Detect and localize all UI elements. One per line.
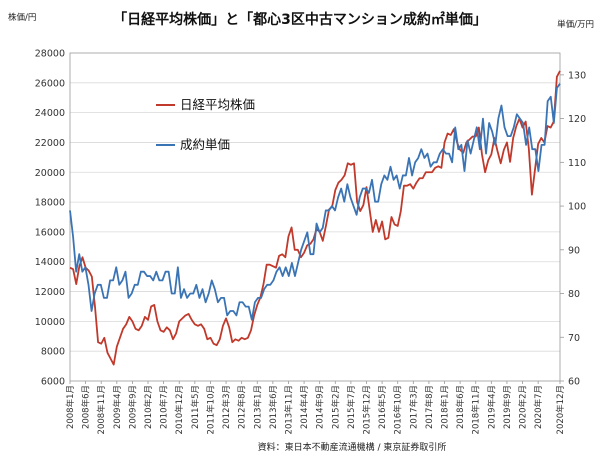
x-tick-label: 2008年1月 <box>65 385 76 429</box>
y-right-tick-label: 80 <box>568 289 580 300</box>
y-right-tick-label: 100 <box>568 202 586 213</box>
legend-label-nikkei: 日経平均株価 <box>180 97 255 112</box>
y-left-tick-label: 14000 <box>35 257 65 268</box>
y-left-tick-label: 12000 <box>35 287 65 298</box>
x-tick-label: 2013年1月 <box>252 385 263 429</box>
x-tick-label: 2014年4月 <box>299 385 310 429</box>
series-line-nikkei <box>69 70 561 366</box>
x-tick-label: 2017年8月 <box>424 385 435 429</box>
x-tick-label: 2010年7月 <box>159 385 170 429</box>
y-left-tick-label: 6000 <box>41 377 65 388</box>
x-tick-label: 2013年11月 <box>283 385 294 434</box>
y-left-tick-label: 20000 <box>35 168 65 179</box>
x-tick-label: 2008年11月 <box>96 385 107 434</box>
y-left-tick-label: 10000 <box>35 317 65 328</box>
y-left-tick-label: 26000 <box>35 78 65 89</box>
x-tick-label: 2011年10月 <box>205 385 216 434</box>
x-tick-label: 2008年6月 <box>81 385 92 429</box>
y-right-tick-label: 90 <box>568 245 580 256</box>
x-tick-label: 2018年1月 <box>440 385 451 429</box>
x-tick-label: 2013年6月 <box>268 385 279 429</box>
x-tick-label: 2020年2月 <box>518 385 529 429</box>
x-tick-label: 2012年8月 <box>237 385 248 429</box>
x-tick-label: 2018年11月 <box>471 385 482 434</box>
y-right-tick-label: 110 <box>568 158 586 169</box>
x-tick-label: 2019年9月 <box>502 385 513 429</box>
legend: 日経平均株価 成約単価 <box>156 97 255 152</box>
plot-frame <box>69 52 561 382</box>
y-left-tick-label: 8000 <box>41 347 65 358</box>
axes: 6000 8000 10000 12000 14000 16000 18000 20000 22… <box>35 49 586 435</box>
x-tick-label: 2010年2月 <box>143 385 154 429</box>
y-left-unit-label: 株価/円 <box>8 12 36 23</box>
x-tick-label: 2010年12月 <box>174 385 185 434</box>
y-left-tick-label: 16000 <box>35 227 65 238</box>
x-tick-label: 2015年7月 <box>346 385 357 429</box>
y-right-tick-label: 120 <box>568 114 586 125</box>
y-left-tick-label: 18000 <box>35 198 65 209</box>
x-tick-label: 2011年5月 <box>190 385 201 429</box>
x-tick-label: 2017年3月 <box>408 385 419 429</box>
grid <box>70 82 560 352</box>
y-left-tick-label: 22000 <box>35 138 65 149</box>
x-tick-label: 2019年4月 <box>486 385 497 429</box>
x-tick-label: 2020年12月 <box>555 385 566 434</box>
y-right-tick-label: 60 <box>568 377 580 388</box>
x-tick-label: 2018年6月 <box>455 385 466 429</box>
x-tick-label: 2009年4月 <box>112 385 123 429</box>
x-tick-label: 2016年10月 <box>393 385 404 434</box>
x-tick-label: 2012年3月 <box>221 385 232 429</box>
y-right-tick-label: 70 <box>568 333 580 344</box>
y-right-unit-label: 単価/万円 <box>557 19 594 30</box>
y-left-tick-label: 24000 <box>35 108 65 119</box>
x-tick-label: 2015年12月 <box>361 385 372 434</box>
x-tick-label: 2020年7月 <box>533 385 544 429</box>
series-line-unit-price <box>69 83 561 321</box>
x-tick-label: 2016年5月 <box>377 385 388 429</box>
series-lines <box>69 70 561 366</box>
x-tick-label: 2009年9月 <box>127 385 138 429</box>
y-right-tick-label: 130 <box>568 70 586 81</box>
legend-label-unit-price: 成約単価 <box>180 137 230 152</box>
y-left-tick-label: 28000 <box>35 49 65 60</box>
chart-title: 「日経平均株価」と「都心3区中古マンション成約㎡単価」 <box>113 11 487 28</box>
x-tick-label: 2014年9月 <box>315 385 326 429</box>
x-tick-label: 2015年2月 <box>330 385 341 429</box>
source-note: 資料：東日本不動産流通機構 / 東京証券取引所 <box>258 441 447 453</box>
